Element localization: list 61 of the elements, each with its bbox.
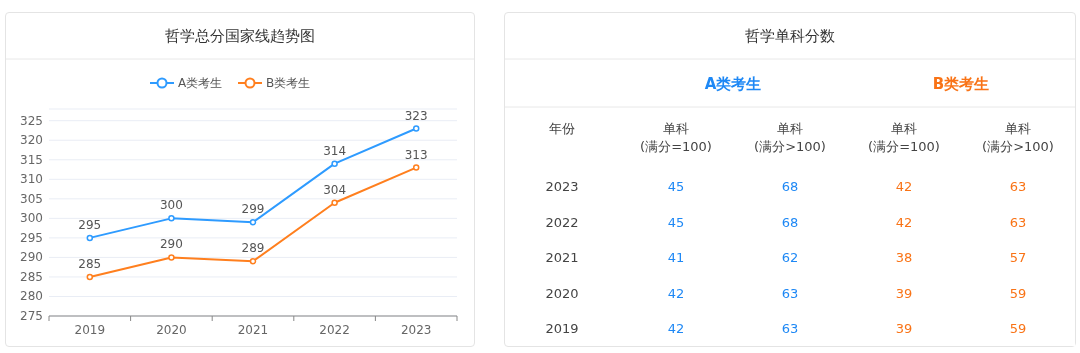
x-tick-label: 2022 [319,323,350,337]
legend-label: B类考生 [266,76,311,90]
y-tick-label: 275 [20,309,43,323]
data-label: 68 [781,214,799,230]
y-tick-label: 280 [20,289,43,304]
data-label: 42 [667,321,685,336]
data-label: 45 [667,214,685,230]
x-tick-label: 2023 [400,323,432,337]
data-label: 39 [895,285,913,301]
data-label: 295 [78,217,102,232]
data-label: 300 [159,198,183,213]
data-label: 290 [159,237,183,252]
y-tick-label: 2020 [545,285,579,301]
data-label: 304 [323,182,347,197]
data-label: 63 [1009,214,1027,230]
y-tick-label: 2021 [545,250,579,265]
data-label: 63 [781,321,799,336]
y-tick-label: 290 [20,250,43,265]
data-label: 62 [781,250,799,265]
data-label: 63 [1009,179,1027,194]
data-label: 289 [241,241,265,256]
text: A类考生 [704,75,762,93]
x-tick-label: 单科 (满分=100) [640,121,712,154]
data-label: 42 [895,214,913,230]
y-tick-label: 285 [20,269,43,284]
y-tick-label: 325 [20,113,43,128]
data-label: 59 [1009,285,1027,301]
data-label: 59 [1009,321,1027,336]
data-label: 323 [404,108,428,123]
data-label: 39 [895,321,913,336]
x-tick-label: 2020 [156,323,187,337]
data-label: 68 [781,179,799,194]
y-tick-label: 295 [20,230,43,245]
x-tick-label: 单科 (满分=100) [868,121,940,154]
chart-title: 哲学总分国家线趋势图 [165,27,315,45]
y-tick-label: 310 [20,172,43,187]
x-tick-label: 单科 (满分>100) [982,121,1054,154]
data-label: 63 [781,285,799,301]
y-tick-label: 320 [20,133,43,148]
data-label: 42 [667,285,685,301]
y-tick-label: 315 [20,152,43,167]
chart-title: 哲学单科分数 [745,27,835,45]
x-tick-label: 2021 [237,323,269,337]
data-label: 57 [1009,250,1027,265]
y-tick-label: 305 [20,191,43,206]
data-label: 314 [323,143,347,158]
legend-label: A类考生 [178,76,223,90]
x-tick-label: 单科 (满分>100) [754,121,826,154]
data-label: 313 [404,147,428,162]
y-tick-label: 2022 [545,214,579,230]
data-label: 285 [78,256,102,271]
x-tick-label: 2019 [74,323,106,337]
data-label: 45 [667,179,685,194]
data-label: 41 [667,250,685,265]
data-label: 42 [895,179,913,194]
y-tick-label: 2023 [545,179,579,194]
y-axis-title: 年份 [549,121,575,136]
text: B类考生 [932,75,990,93]
data-label: 299 [241,202,265,217]
y-tick-label: 300 [20,211,43,226]
data-label: 38 [895,250,913,265]
